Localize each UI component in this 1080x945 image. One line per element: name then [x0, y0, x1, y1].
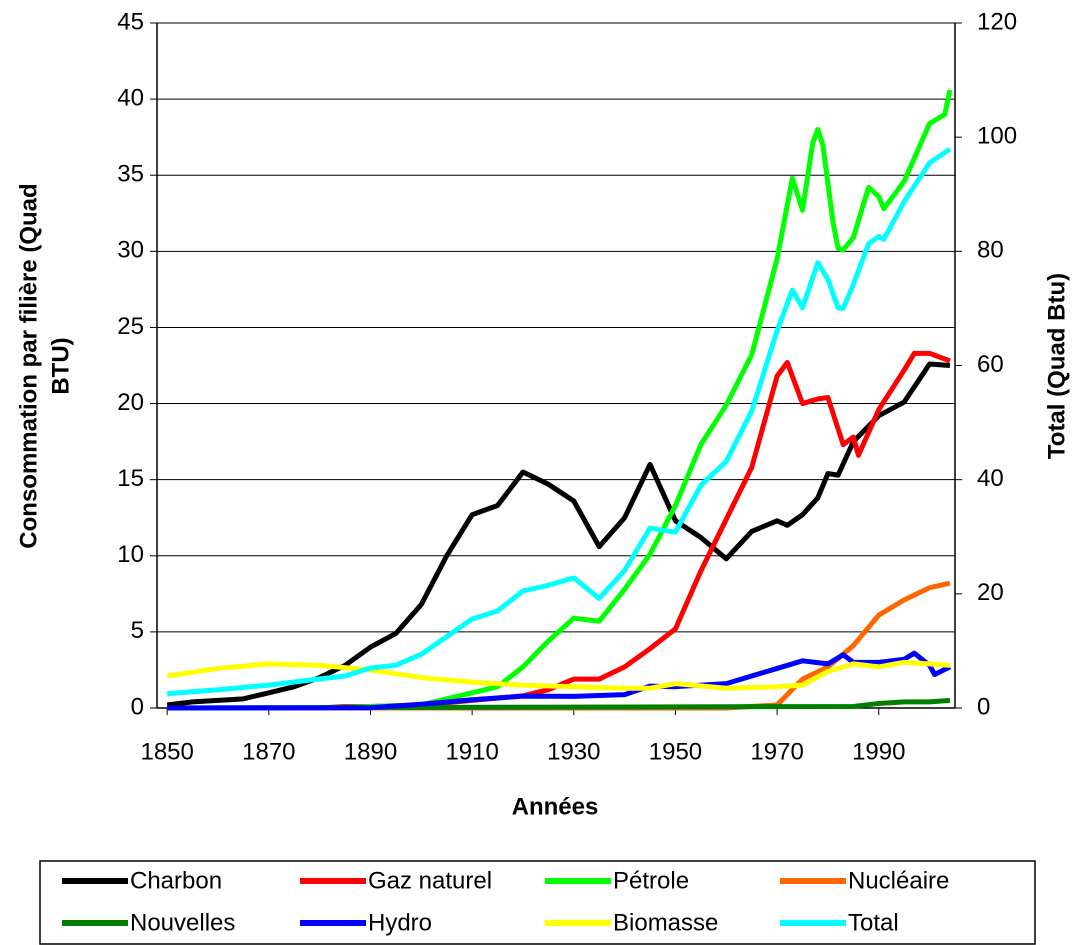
y-tick-label: 10: [117, 541, 144, 568]
y2-tick-label: 80: [977, 237, 1004, 264]
series-line: [167, 89, 953, 711]
x-tick-label: 1970: [750, 738, 803, 765]
y-axis-label: Consommation par filière (Quad BTU): [15, 183, 74, 548]
y-tick-label: 20: [117, 389, 144, 416]
x-tick-label: 1870: [242, 738, 295, 765]
y2-tick-label: 100: [977, 123, 1017, 150]
legend-label: Biomasse: [613, 909, 718, 936]
x-axis-label: Années: [512, 793, 599, 820]
y-tick-label: 15: [117, 465, 144, 492]
series-line: [166, 147, 952, 697]
series-line: [167, 697, 951, 711]
y2-axis-label: Total (Quad Btu): [1043, 273, 1070, 459]
x-tick-label: 1930: [547, 738, 600, 765]
y2-tick-label: 40: [977, 465, 1004, 492]
legend-label: Pétrole: [613, 867, 689, 894]
legend-label: Nucléaire: [848, 867, 949, 894]
legend-box: [39, 860, 1036, 945]
y-tick-label: 35: [117, 161, 144, 188]
y2-tick-label: 0: [977, 693, 990, 720]
legend-label: Nouvelles: [130, 909, 235, 936]
x-tick-label: 1910: [445, 738, 498, 765]
legend-label: Total: [848, 909, 899, 936]
y-axis-label-line: Consommation par filière (Quad: [15, 183, 42, 548]
y-tick-label: 40: [117, 84, 144, 111]
y-tick-label: 45: [117, 8, 144, 35]
x-tick-label: 1850: [140, 738, 193, 765]
y2-tick-label: 20: [977, 579, 1004, 606]
legend-label: Gaz naturel: [368, 867, 492, 894]
y-tick-label: 30: [117, 237, 144, 264]
series-line: [167, 650, 952, 711]
y-tick-label: 0: [131, 693, 144, 720]
series-line: [167, 350, 951, 711]
legend-label: Hydro: [368, 909, 432, 936]
y-tick-label: 25: [117, 313, 144, 340]
y-tick-label: 5: [131, 617, 144, 644]
y2-tick-label: 60: [977, 351, 1004, 378]
legend-label: Charbon: [130, 867, 222, 894]
y-axis-label-line: BTU): [47, 337, 74, 394]
series-line: [166, 659, 951, 691]
y2-tick-label: 120: [977, 8, 1017, 35]
x-tick-label: 1990: [852, 738, 905, 765]
x-tick-label: 1950: [649, 738, 702, 765]
x-tick-label: 1890: [344, 738, 397, 765]
